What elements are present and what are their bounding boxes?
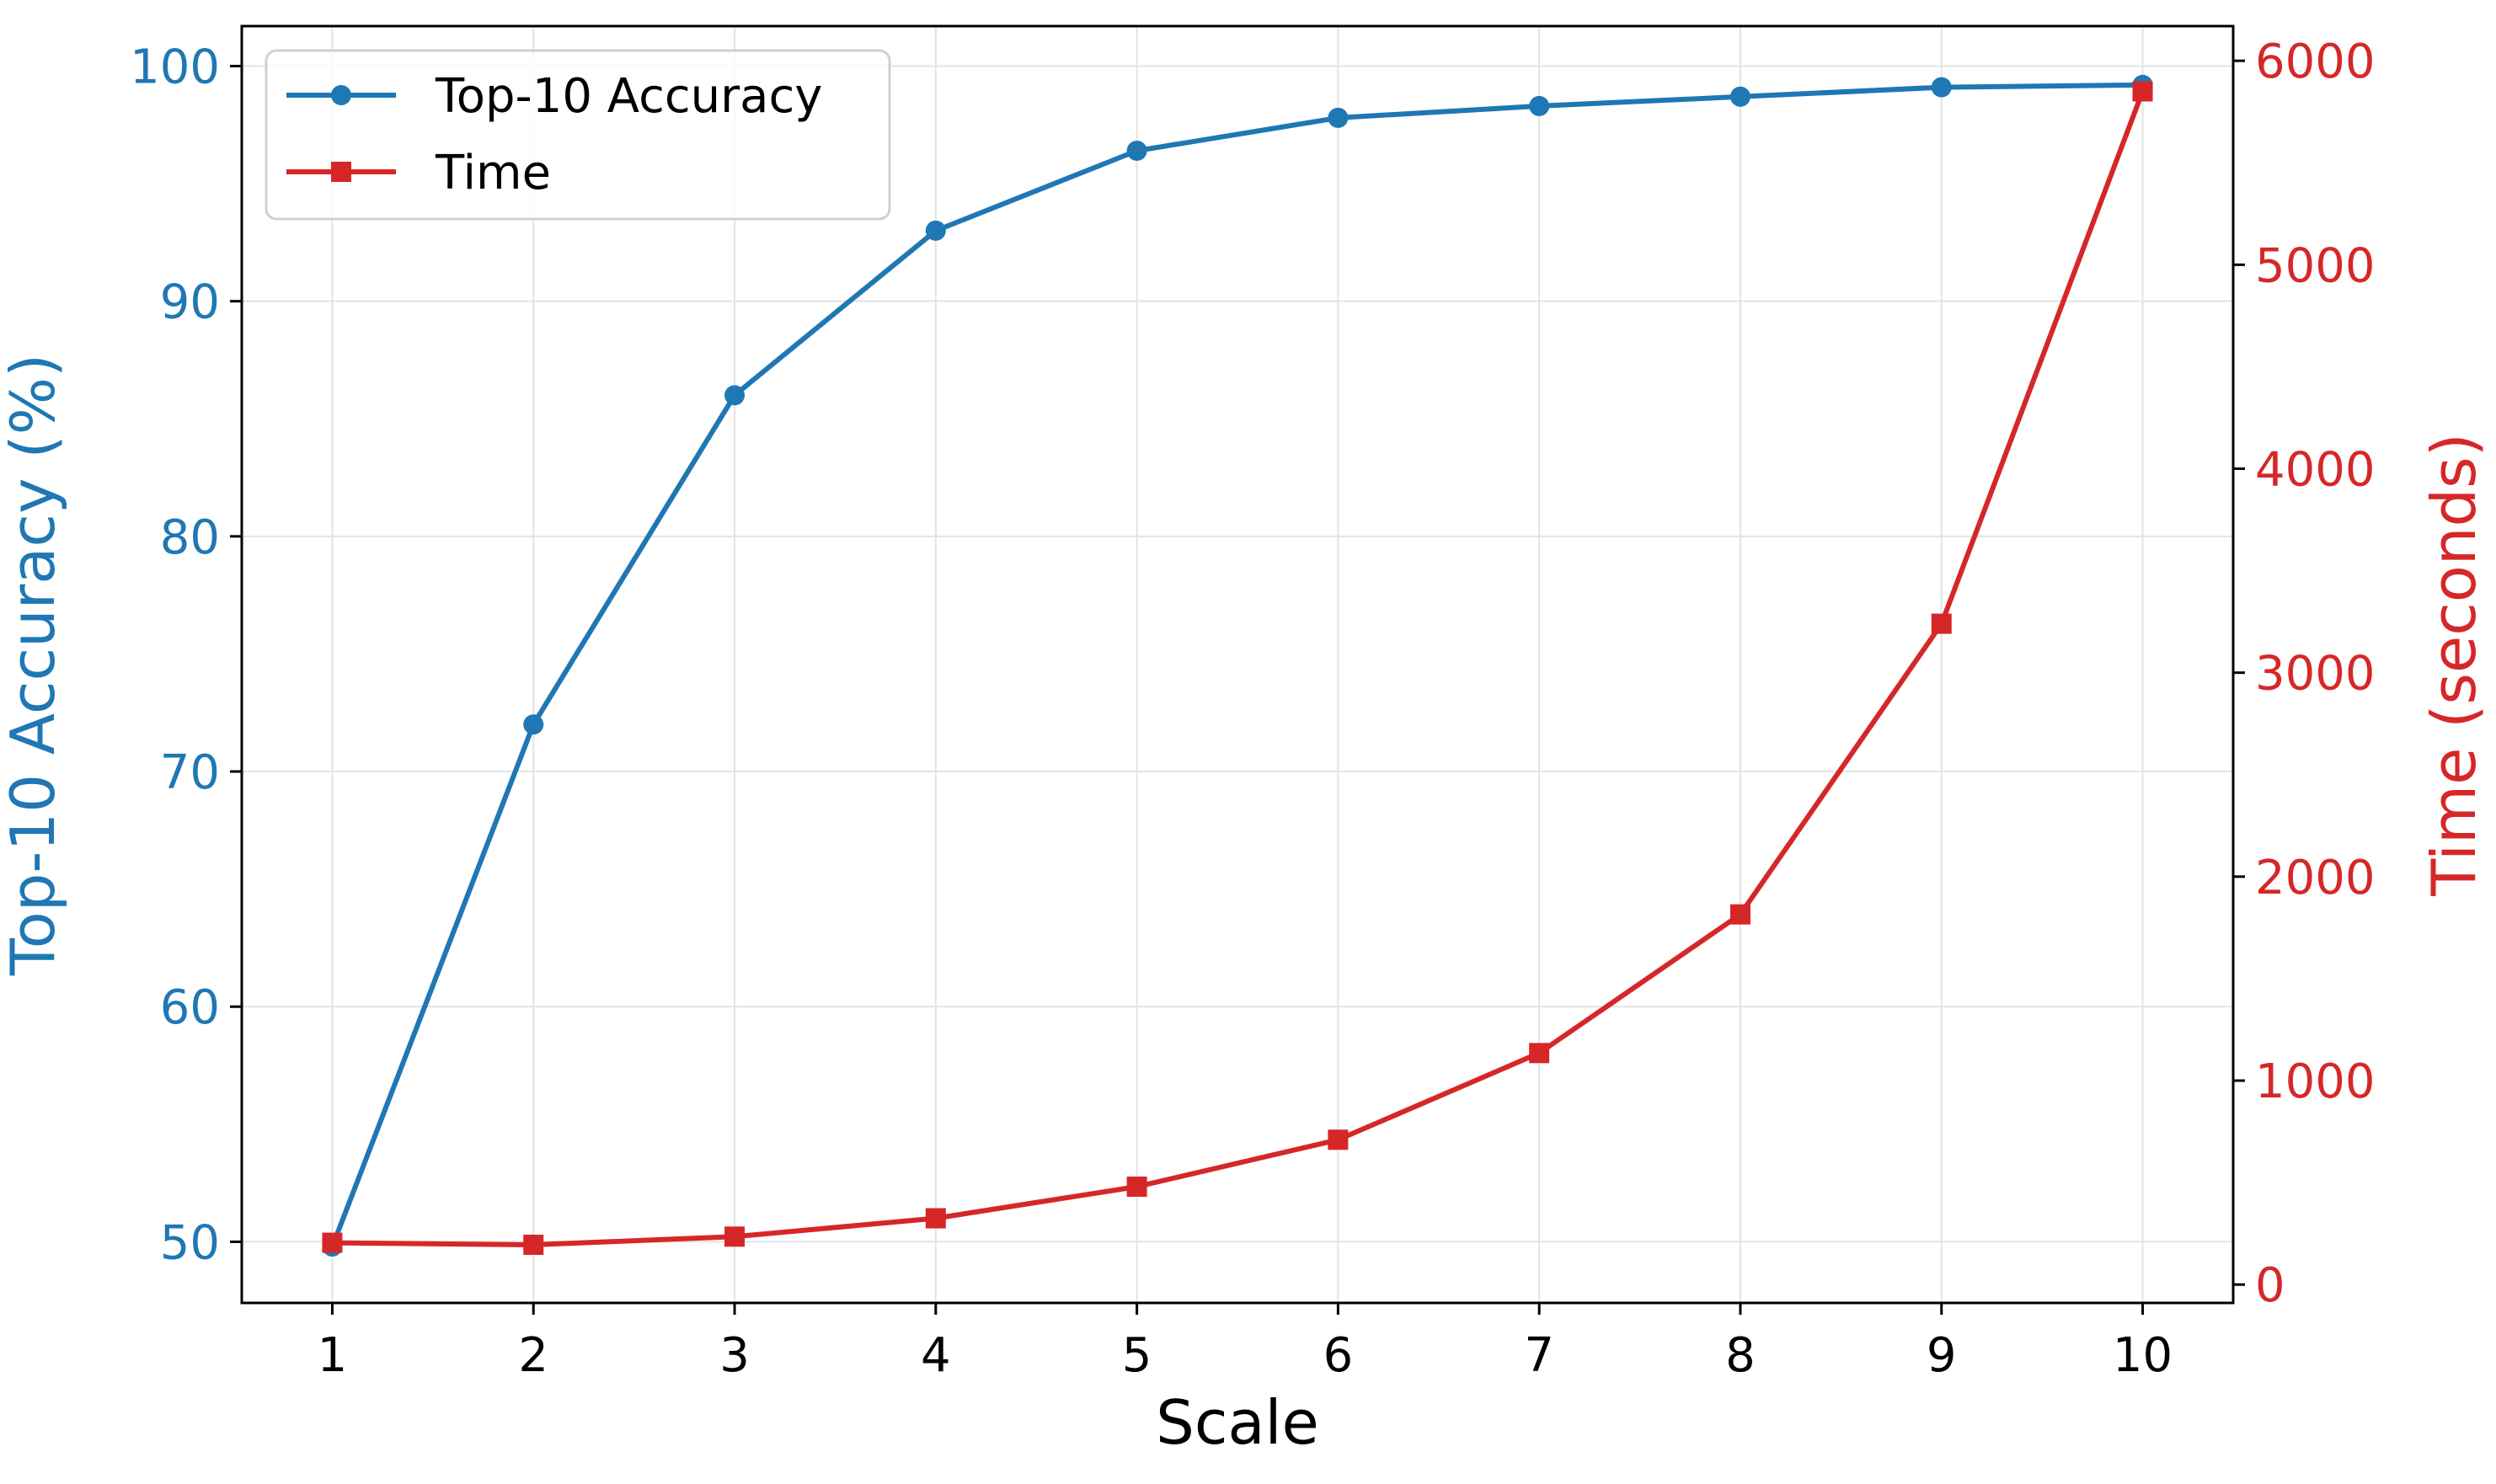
left-tick-label: 100 <box>130 40 220 94</box>
plot-frame <box>240 24 2235 1305</box>
data-point-top-10-accuracy <box>523 714 544 735</box>
series-group <box>322 74 2153 1257</box>
legend-marker-accuracy <box>331 85 351 105</box>
data-point-time <box>1529 1043 1550 1064</box>
data-point-time <box>1126 1176 1147 1197</box>
right-tick-label: 3000 <box>2255 647 2376 702</box>
right-tick-label: 4000 <box>2255 443 2376 498</box>
ticks-group: 1 2 3 4 5 6 7 8 9 1050607080901000100020003000400… <box>130 35 2375 1383</box>
right-tick-label: 6000 <box>2255 35 2376 89</box>
data-point-time <box>2132 81 2153 102</box>
legend-frame <box>265 49 891 221</box>
x-tick-label: 6 <box>1323 1328 1354 1383</box>
left-axis-label: Top-10 Accuracy (%) <box>0 354 68 976</box>
series-line-time <box>332 90 2146 1247</box>
left-tick-label: 60 <box>160 980 220 1035</box>
x-tick-label: 1 <box>318 1328 348 1383</box>
data-point-time <box>724 1226 746 1247</box>
data-point-top-10-accuracy <box>1729 86 1750 107</box>
x-tick-label: 3 <box>719 1328 750 1383</box>
data-point-top-10-accuracy <box>1126 140 1147 161</box>
data-point-top-10-accuracy <box>925 220 946 241</box>
series-line-top-10-accuracy <box>329 82 2143 1248</box>
legend-label-time: Time <box>435 146 551 200</box>
x-tick-label: 10 <box>2113 1328 2173 1383</box>
left-tick-label: 50 <box>160 1215 220 1270</box>
x-tick-label: 5 <box>1122 1328 1152 1383</box>
data-point-time <box>925 1208 946 1229</box>
data-point-time <box>1328 1129 1349 1150</box>
legend-marker-time <box>331 162 351 182</box>
right-tick-label: 0 <box>2255 1258 2285 1313</box>
x-tick-label: 9 <box>1927 1328 1957 1383</box>
x-axis-label: Scale <box>1156 1387 1319 1458</box>
left-tick-label: 90 <box>160 275 220 330</box>
legend-label-accuracy: Top-10 Accuracy <box>435 69 822 124</box>
right-tick-label: 5000 <box>2255 238 2376 293</box>
data-point-top-10-accuracy <box>724 385 746 406</box>
x-tick-label: 8 <box>1725 1328 1756 1383</box>
data-point-time <box>322 1232 343 1253</box>
left-tick-label: 70 <box>160 745 220 800</box>
x-tick-label: 2 <box>518 1328 548 1383</box>
data-point-top-10-accuracy <box>1529 95 1550 116</box>
legend: Top-10 Accuracy Time <box>265 49 891 221</box>
data-point-top-10-accuracy <box>1328 107 1349 128</box>
x-tick-label: 4 <box>921 1328 951 1383</box>
data-point-time <box>1729 904 1750 925</box>
right-axis-label: Time (seconds) <box>2419 433 2489 897</box>
data-point-time <box>523 1234 544 1255</box>
x-tick-label: 7 <box>1524 1328 1554 1383</box>
data-point-time <box>1931 613 1952 634</box>
data-point-top-10-accuracy <box>1931 77 1952 98</box>
right-tick-label: 1000 <box>2255 1054 2376 1109</box>
right-tick-label: 2000 <box>2255 851 2376 905</box>
left-tick-label: 80 <box>160 510 220 565</box>
